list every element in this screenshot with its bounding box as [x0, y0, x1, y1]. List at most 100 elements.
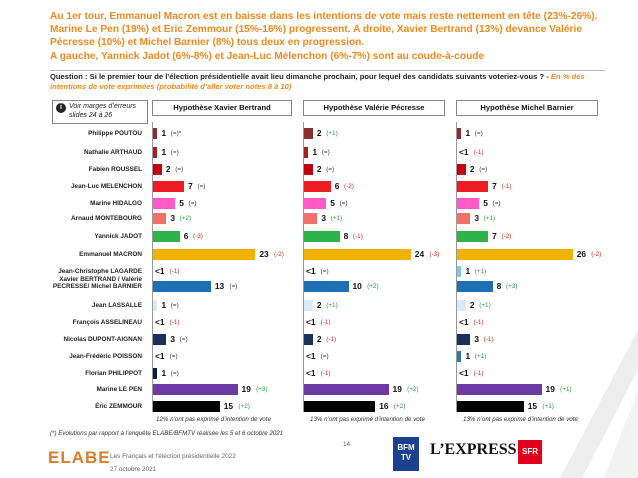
evolution-label: (=)	[170, 149, 179, 156]
bar	[304, 164, 313, 175]
candidate-label: Jean LASSALLE	[91, 301, 142, 309]
bar	[153, 281, 211, 292]
margin-note-text: Voir marges d’erreurs slides 24 à 26	[69, 103, 137, 119]
value-label: 1	[161, 368, 167, 378]
bar	[153, 198, 176, 209]
evolution-label: (+1)	[330, 215, 343, 222]
value-label: 2	[469, 300, 475, 310]
evolution-label: (+1)	[474, 268, 487, 275]
evolution-label: (-2)	[344, 183, 354, 190]
value-label: <1	[459, 368, 469, 378]
evolution-label: (+3)	[505, 283, 518, 290]
evolution-label: (-1)	[320, 319, 331, 326]
bar	[304, 401, 376, 412]
evolution-label: (=)	[479, 166, 488, 173]
note-bertrand: 12% n’ont pas exprimé d’intention de vot…	[156, 416, 271, 423]
evolution-label: (=)	[170, 302, 179, 309]
bar	[457, 128, 462, 139]
bar	[153, 128, 158, 139]
candidate-label: Nicolas DUPONT-AIGNAN	[63, 335, 142, 343]
value-label: 1	[161, 300, 167, 310]
evolution-label: (-1)	[473, 149, 484, 156]
bar	[153, 334, 167, 345]
value-label: 26	[576, 249, 587, 259]
evolution-label: (=)	[229, 283, 238, 290]
value-label: 2	[316, 128, 322, 138]
value-label: <1	[306, 368, 316, 378]
value-label: 24	[414, 249, 425, 259]
candidate-label: Jean-Luc MELENCHON	[70, 182, 142, 190]
evolution-label: (+2)	[407, 386, 419, 393]
axis-line	[456, 122, 457, 412]
candidate-label: Yannick JADOT	[94, 232, 142, 240]
evolution-label: (=)	[474, 130, 483, 137]
headline-line-1: Au 1er tour, Emmanuel Macron est en bais…	[50, 11, 598, 49]
bar	[153, 147, 158, 158]
evolution-label: (-1)	[473, 319, 484, 326]
evolution-label: (+1)	[560, 386, 572, 393]
bar	[457, 266, 462, 277]
bfmtv-logo: BFM TV	[393, 437, 419, 471]
divider	[50, 70, 605, 71]
evolution-label: (+2)	[393, 403, 406, 410]
evolution-label: (-1)	[483, 336, 494, 343]
candidate-label: Nathalie ARTHAUD	[84, 148, 142, 156]
value-label: 2	[165, 164, 171, 174]
candidate-label: Marine HIDALGO	[90, 199, 142, 207]
evolution-label: (=)	[175, 166, 184, 173]
value-label: 1	[465, 266, 471, 276]
bar	[153, 368, 158, 379]
evolution-label: (-3)	[429, 251, 440, 258]
value-label: 5	[179, 198, 184, 208]
evolution-label: (-1)	[473, 370, 484, 377]
bar	[457, 164, 466, 175]
value-label: 6	[334, 181, 340, 191]
bar	[304, 181, 331, 192]
value-label: <1	[459, 147, 469, 157]
evolution-label: (=)	[170, 370, 179, 377]
bar	[153, 384, 238, 395]
bar	[153, 164, 162, 175]
margin-note: i Voir marges d’erreurs slides 24 à 26	[52, 100, 148, 124]
page-number: 14	[343, 441, 351, 448]
bar	[304, 147, 309, 158]
evolution-label: (-1)	[169, 319, 180, 326]
value-label: 19	[392, 384, 402, 394]
value-label: 2	[316, 300, 322, 310]
column-header-barnier: Hypothèse Michel Barnier	[456, 100, 598, 116]
column-header-pecresse: Hypothèse Valérie Pécresse	[303, 100, 445, 116]
value-label: <1	[306, 266, 316, 276]
candidate-label: Arnaud MONTEBOURG	[70, 214, 142, 222]
value-label: 3	[170, 213, 176, 223]
value-label: 1	[465, 128, 471, 138]
bar	[304, 128, 313, 139]
value-label: <1	[155, 266, 165, 276]
bar	[304, 281, 349, 292]
decorative-triangle	[560, 330, 638, 478]
lexpress-logo: L’EXPRESS	[430, 441, 517, 458]
evolution-label: (+2)	[367, 283, 379, 290]
value-label: 8	[343, 231, 349, 241]
value-label: <1	[155, 351, 165, 361]
bar	[304, 334, 313, 345]
evolution-label: (+2)	[238, 403, 250, 410]
footnote: (*) Evolutions par rapport à l’enquête E…	[50, 430, 284, 437]
axis-line	[303, 122, 304, 412]
bar	[457, 384, 542, 395]
bar	[457, 213, 471, 224]
candidate-label: Florian PHILIPPOT	[85, 369, 142, 377]
value-label: 1	[161, 128, 167, 138]
question-subtitle: En % des intentions de vote exprimées (p…	[50, 72, 585, 91]
evolution-label: (-1)	[169, 268, 180, 275]
note-barnier: 13% n’ont pas exprimé d’intention de vot…	[463, 416, 578, 423]
bar	[304, 300, 313, 311]
evolution-label: (+1)	[479, 302, 491, 309]
evolution-label: (=)	[321, 149, 330, 156]
value-label: 13	[214, 281, 225, 291]
question-text: Question : Si le premier tour de l’élect…	[50, 72, 549, 81]
value-label: 6	[183, 231, 189, 241]
value-label: 1	[465, 351, 471, 361]
bar	[457, 231, 489, 242]
evolution-label: (-3)	[193, 233, 203, 240]
evolution-label: (=)	[169, 353, 178, 360]
